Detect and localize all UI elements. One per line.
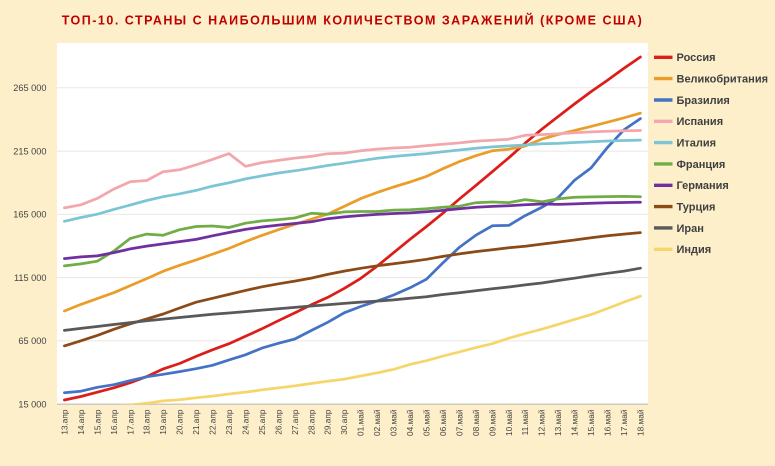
svg-text:14.май: 14.май [570,409,580,436]
svg-text:215 000: 215 000 [13,146,46,156]
svg-text:15.май: 15.май [586,409,596,436]
svg-text:16.май: 16.май [603,409,613,436]
svg-text:06.май: 06.май [438,409,448,436]
svg-text:07.май: 07.май [454,409,464,436]
svg-text:19.апр: 19.апр [158,409,168,435]
svg-text:Испания: Испания [677,116,724,128]
svg-text:Россия: Россия [677,52,716,64]
svg-text:25.апр: 25.апр [257,409,267,435]
svg-text:165 000: 165 000 [13,210,46,220]
svg-text:14.апр: 14.апр [76,409,86,435]
svg-text:04.май: 04.май [405,409,415,436]
svg-text:Турция: Турция [677,202,716,214]
svg-text:05.май: 05.май [422,409,432,436]
svg-text:08.май: 08.май [471,409,481,436]
svg-text:18.май: 18.май [635,409,645,436]
svg-text:30.апр: 30.апр [339,409,349,435]
svg-text:18.апр: 18.апр [142,409,152,435]
svg-text:10.май: 10.май [504,409,514,436]
svg-text:Иран: Иран [677,223,704,235]
svg-text:02.май: 02.май [372,409,382,436]
svg-text:13.апр: 13.апр [59,409,69,435]
svg-text:15.апр: 15.апр [92,409,102,435]
svg-text:26.апр: 26.апр [273,409,283,435]
svg-text:27.апр: 27.апр [290,409,300,435]
svg-text:115 000: 115 000 [14,273,47,283]
svg-text:22.апр: 22.апр [208,409,218,435]
svg-text:17.май: 17.май [619,409,629,436]
svg-text:Индия: Индия [677,244,712,256]
svg-text:21.апр: 21.апр [191,409,201,435]
svg-text:16.апр: 16.апр [109,409,119,435]
svg-text:65 000: 65 000 [18,336,46,346]
svg-text:13.май: 13.май [553,409,563,436]
svg-text:12.май: 12.май [537,409,547,436]
svg-text:01.май: 01.май [356,409,366,436]
svg-text:03.май: 03.май [389,409,399,436]
svg-text:15 000: 15 000 [18,399,46,409]
svg-text:265 000: 265 000 [13,83,46,93]
svg-text:ТОП-10. СТРАНЫ С НАИБОЛЬШИМ КО: ТОП-10. СТРАНЫ С НАИБОЛЬШИМ КОЛИЧЕСТВОМ … [62,13,644,28]
svg-text:28.апр: 28.апр [306,409,316,435]
svg-text:Великобритания: Великобритания [677,74,769,86]
svg-text:11.май: 11.май [520,409,530,435]
svg-text:20.апр: 20.апр [175,409,185,435]
svg-text:29.апр: 29.апр [323,409,333,435]
svg-text:Франция: Франция [677,159,726,171]
svg-text:Италия: Италия [677,138,717,150]
svg-text:Бразилия: Бразилия [677,95,730,107]
svg-text:09.май: 09.май [487,409,497,436]
svg-text:17.апр: 17.апр [125,409,135,435]
svg-text:23.апр: 23.апр [224,409,234,435]
svg-text:Германия: Германия [677,180,729,192]
svg-text:24.апр: 24.апр [241,409,251,435]
